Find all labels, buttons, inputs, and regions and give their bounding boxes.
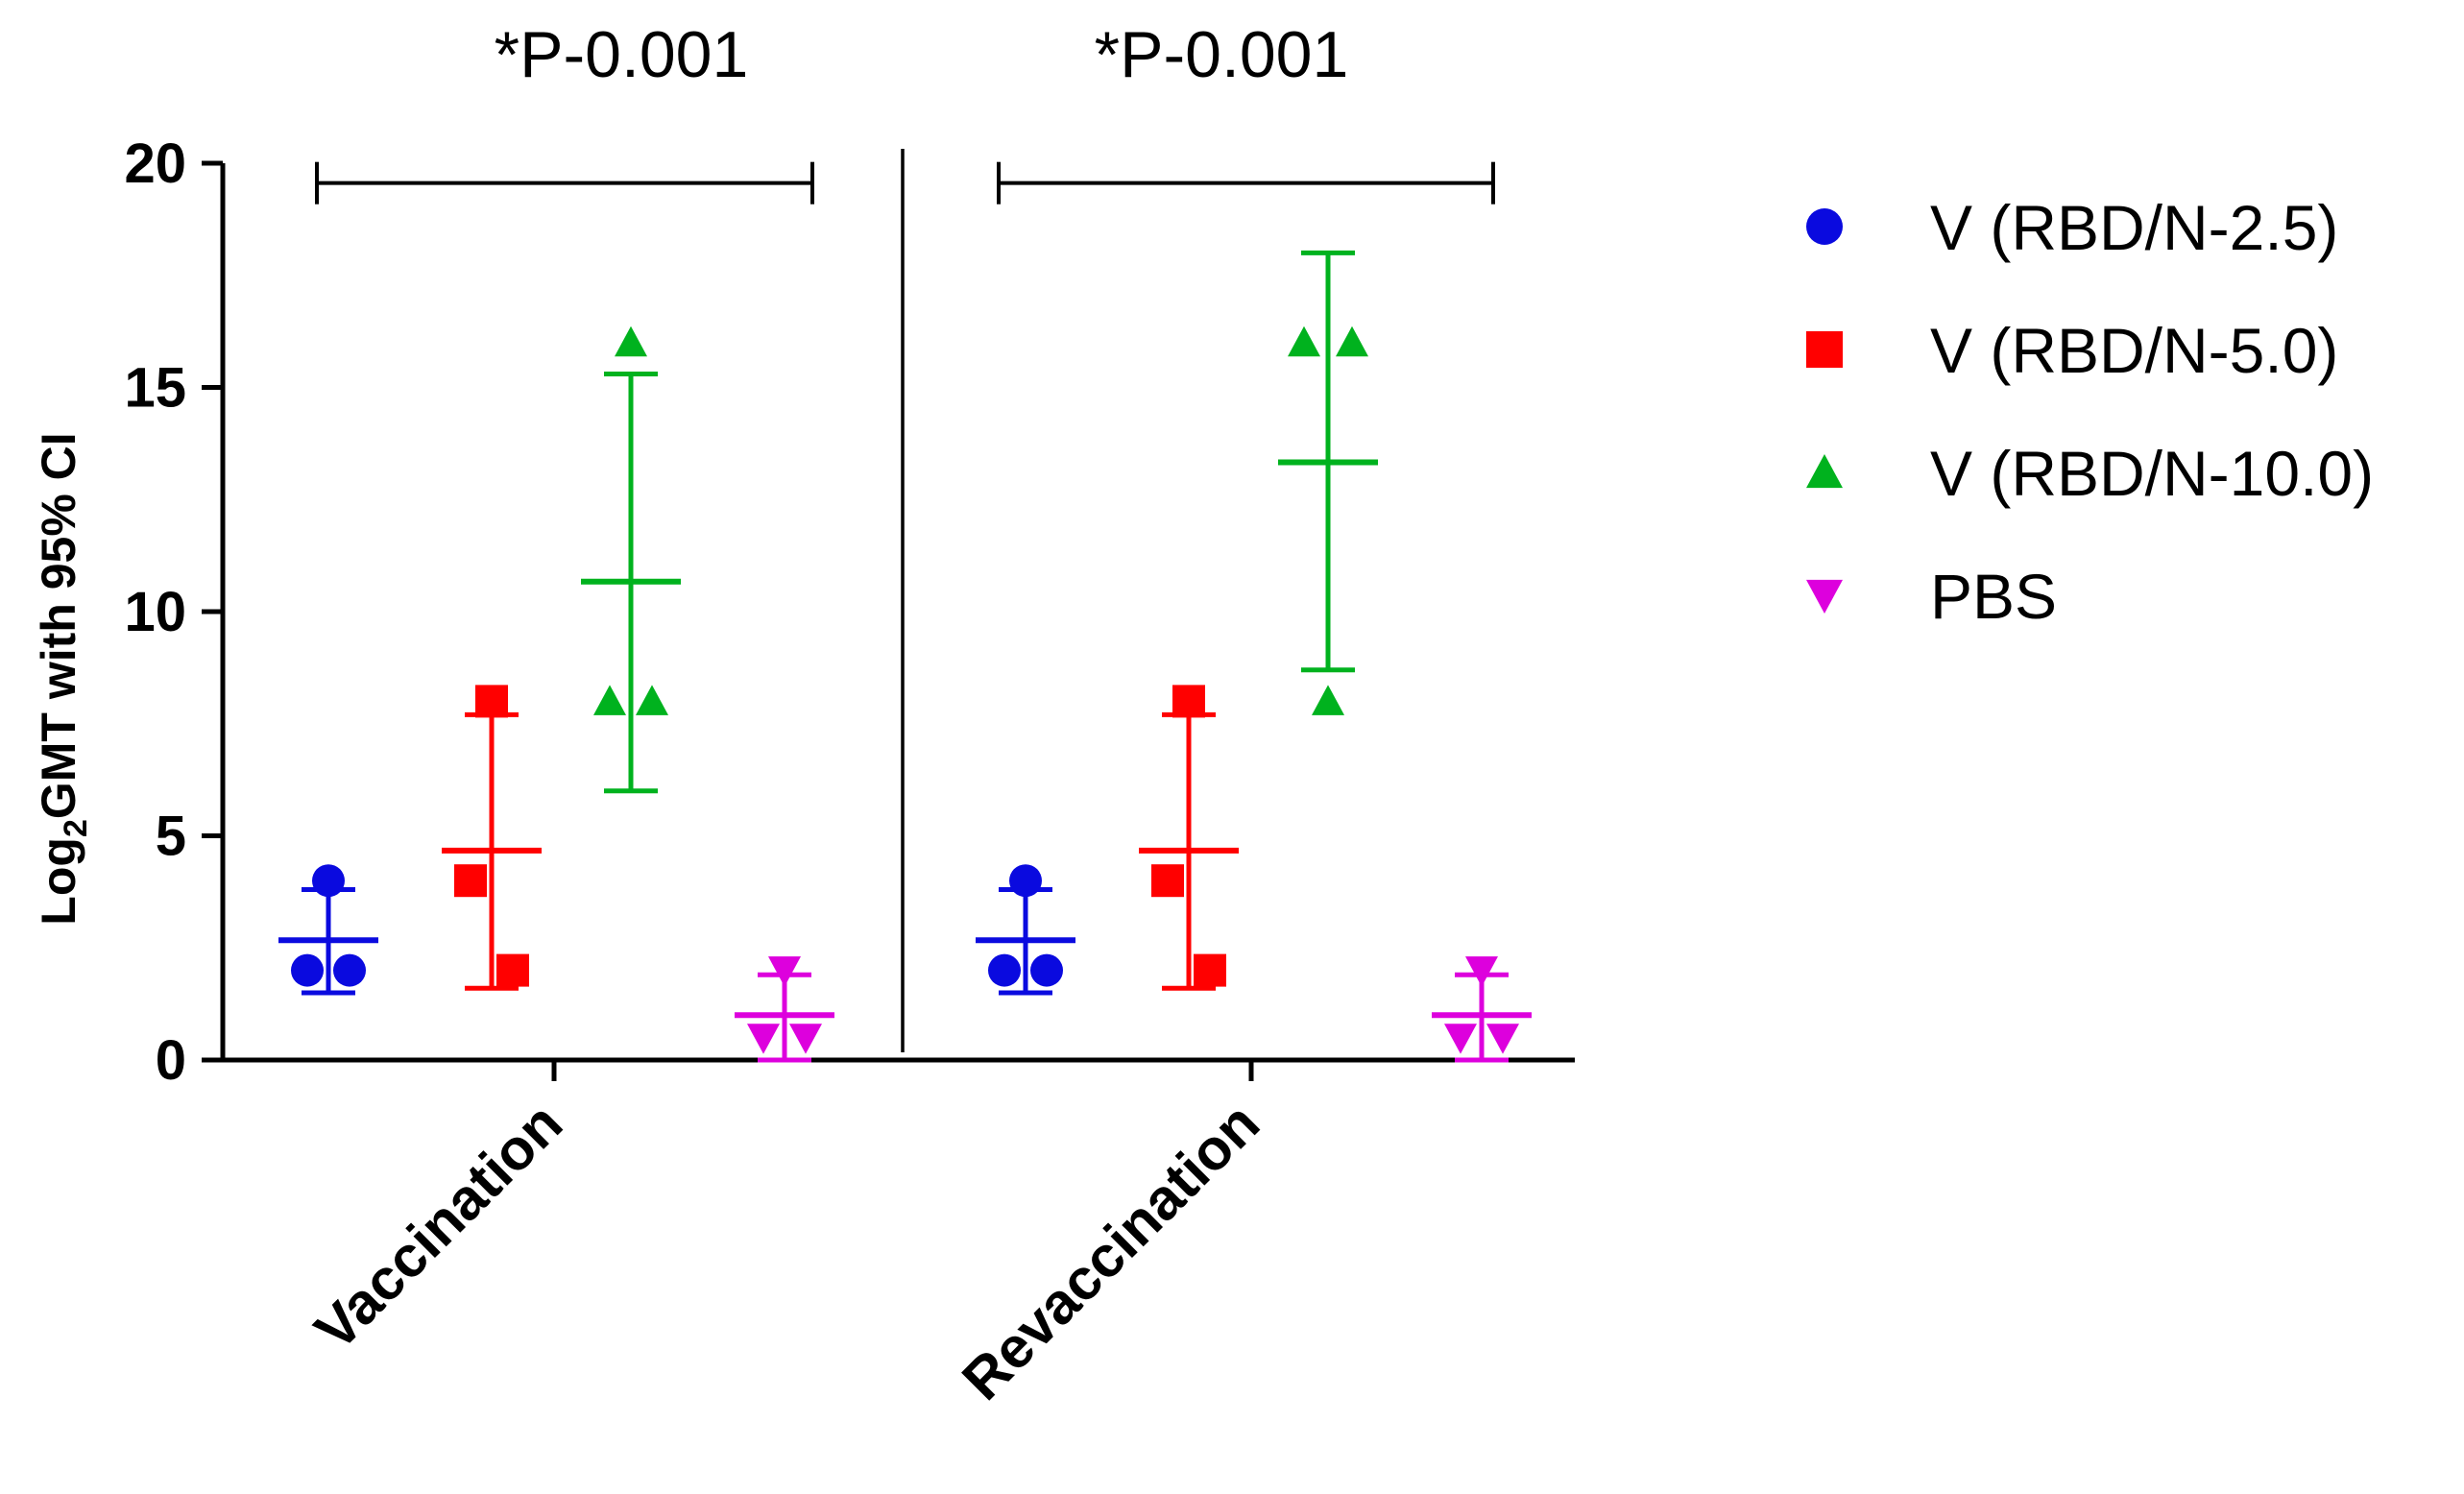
data-point bbox=[1288, 325, 1320, 357]
data-point bbox=[475, 685, 508, 718]
axes bbox=[220, 149, 1575, 1063]
significance-label: *P-0.001 bbox=[1095, 18, 1349, 91]
legend-marker bbox=[1806, 331, 1843, 368]
significance-annotations: *P-0.001 *P-0.001 bbox=[315, 18, 1495, 205]
data-point bbox=[1465, 956, 1498, 987]
data-point bbox=[1336, 325, 1368, 357]
data-point bbox=[1486, 1024, 1519, 1054]
significance-label: *P-0.001 bbox=[495, 18, 749, 91]
legend-label: V (RBD/N-10.0) bbox=[1930, 438, 2374, 509]
y-tick-label: 20 bbox=[124, 133, 186, 195]
legend-item: PBS bbox=[1806, 561, 2057, 632]
series-group bbox=[1278, 250, 1378, 715]
series-group bbox=[581, 325, 681, 794]
y-label-subscript: 2 bbox=[58, 819, 94, 837]
series-group bbox=[735, 956, 834, 1063]
data-point bbox=[615, 325, 647, 357]
data-point bbox=[1030, 953, 1063, 987]
data-marks bbox=[278, 250, 1532, 1063]
data-point bbox=[312, 864, 345, 898]
x-ticks: Vaccination Revaccination bbox=[302, 1060, 1271, 1412]
data-point bbox=[789, 1024, 822, 1054]
y-tick-label: 0 bbox=[156, 1029, 186, 1092]
legend-marker bbox=[1806, 208, 1843, 245]
y-ticks: 0 5 10 15 20 bbox=[124, 133, 223, 1092]
legend-marker bbox=[1806, 579, 1843, 614]
data-point bbox=[1312, 685, 1344, 715]
data-point bbox=[454, 864, 487, 898]
series-group bbox=[1432, 956, 1532, 1063]
x-category-label: Vaccination bbox=[302, 1091, 574, 1362]
legend: V (RBD/N-2.5) V (RBD/N-5.0) V (RBD/N-10.0)… bbox=[1806, 192, 2374, 632]
legend-label: V (RBD/N-5.0) bbox=[1930, 315, 2338, 386]
data-point bbox=[1009, 864, 1042, 898]
series-group bbox=[976, 864, 1075, 996]
data-point bbox=[593, 685, 626, 715]
y-tick-label: 10 bbox=[124, 581, 186, 643]
data-point bbox=[1194, 953, 1226, 987]
series-group bbox=[1139, 685, 1239, 991]
data-point bbox=[291, 953, 324, 987]
data-point bbox=[768, 956, 801, 987]
data-point bbox=[636, 685, 668, 715]
legend-marker bbox=[1806, 454, 1843, 489]
data-point bbox=[496, 953, 529, 987]
y-axis-label: Log2GMT with 95% CI bbox=[32, 432, 94, 925]
data-point bbox=[988, 953, 1021, 987]
y-tick-label: 5 bbox=[156, 806, 186, 868]
y-label-prefix: Log bbox=[32, 837, 85, 926]
legend-label: PBS bbox=[1930, 561, 2057, 632]
data-point bbox=[1444, 1024, 1477, 1054]
legend-label: V (RBD/N-2.5) bbox=[1930, 192, 2338, 263]
y-label-suffix: GMT with 95% CI bbox=[32, 432, 85, 819]
y-tick-label: 15 bbox=[124, 357, 186, 420]
series-group bbox=[278, 864, 378, 996]
legend-item: V (RBD/N-5.0) bbox=[1806, 315, 2338, 386]
series-group bbox=[442, 685, 542, 991]
data-point bbox=[747, 1024, 780, 1054]
data-point bbox=[333, 953, 366, 987]
data-point bbox=[1151, 864, 1184, 898]
legend-item: V (RBD/N-10.0) bbox=[1806, 438, 2374, 509]
x-category-label: Revaccination bbox=[950, 1091, 1271, 1412]
legend-item: V (RBD/N-2.5) bbox=[1806, 192, 2338, 263]
data-point bbox=[1172, 685, 1205, 718]
